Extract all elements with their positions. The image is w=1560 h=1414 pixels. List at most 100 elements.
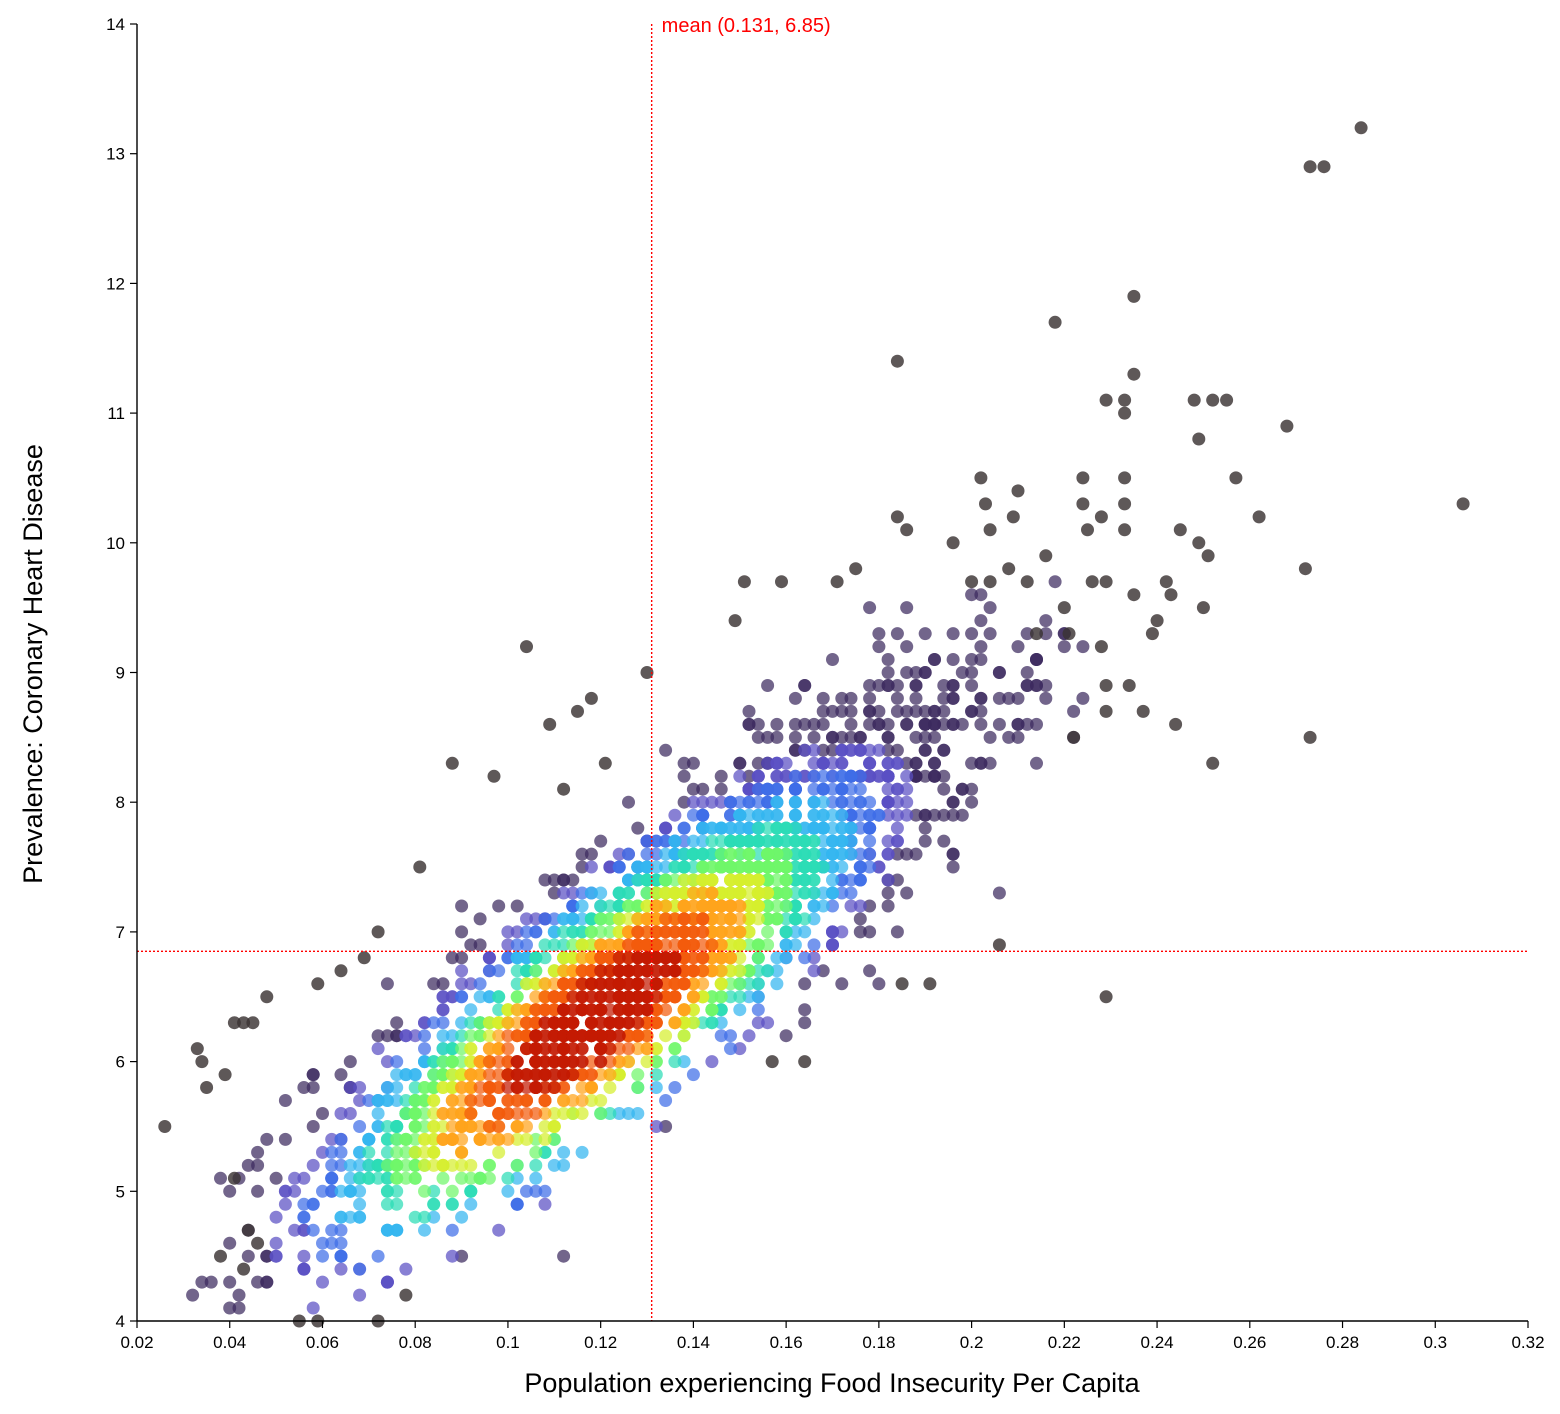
- data-point: [844, 886, 858, 900]
- data-point: [807, 795, 821, 809]
- data-point: [1099, 393, 1113, 407]
- data-point: [835, 834, 849, 848]
- data-point: [418, 1210, 431, 1224]
- data-point: [603, 899, 617, 913]
- data-point: [1057, 601, 1071, 615]
- data-point: [510, 1003, 524, 1017]
- data-point: [714, 938, 728, 952]
- data-point: [575, 1068, 589, 1082]
- data-point: [751, 912, 765, 926]
- data-point: [538, 1094, 552, 1107]
- data-point: [237, 1262, 251, 1276]
- data-point: [1122, 679, 1136, 692]
- data-point: [696, 821, 710, 835]
- data-point: [288, 1223, 302, 1237]
- data-point: [705, 938, 719, 952]
- data-point: [547, 964, 561, 978]
- data-point: [380, 1223, 394, 1237]
- data-point: [816, 860, 830, 874]
- data-point: [566, 1055, 580, 1069]
- data-point: [909, 756, 923, 770]
- data-point: [353, 1197, 367, 1211]
- data-point: [482, 1042, 496, 1056]
- data-point: [612, 860, 626, 874]
- data-point: [1057, 640, 1071, 654]
- data-point: [427, 977, 441, 991]
- data-point: [371, 1158, 385, 1172]
- data-point: [677, 756, 691, 770]
- data-point: [1118, 393, 1132, 407]
- data-point: [881, 717, 895, 731]
- data-point: [835, 795, 849, 809]
- data-point: [455, 1171, 469, 1185]
- data-point: [761, 821, 775, 835]
- data-point: [1164, 588, 1178, 602]
- data-point: [306, 1301, 320, 1315]
- data-point: [584, 1016, 598, 1030]
- data-point: [1020, 717, 1034, 731]
- data-point: [631, 1003, 645, 1017]
- data-point: [733, 860, 747, 874]
- data-point: [714, 821, 728, 835]
- data-point: [353, 1184, 367, 1198]
- x-axis-title: Population experiencing Food Insecurity …: [524, 1368, 1140, 1398]
- data-point: [835, 821, 849, 835]
- data-point: [584, 912, 598, 926]
- data-point: [705, 1055, 719, 1069]
- data-point: [510, 1120, 524, 1133]
- data-point: [686, 912, 700, 926]
- data-point: [631, 951, 645, 965]
- data-point: [371, 1094, 385, 1107]
- data-point: [538, 1107, 552, 1120]
- data-point: [510, 990, 524, 1004]
- data-point: [334, 1158, 348, 1172]
- data-point: [538, 1068, 552, 1082]
- data-point: [306, 1120, 320, 1133]
- data-point: [594, 1003, 608, 1017]
- data-point: [890, 847, 904, 861]
- data-point: [1039, 614, 1053, 628]
- data-point: [622, 938, 635, 952]
- data-point: [659, 1003, 673, 1017]
- data-point: [557, 1094, 571, 1107]
- data-point: [612, 847, 626, 861]
- data-point: [770, 730, 784, 744]
- data-point: [464, 977, 478, 991]
- data-point: [557, 912, 571, 926]
- data-point: [529, 912, 543, 926]
- data-point: [779, 1029, 793, 1043]
- data-point: [890, 925, 904, 939]
- data-point: [612, 886, 626, 900]
- data-point: [983, 730, 997, 744]
- data-point: [798, 717, 812, 731]
- data-point: [640, 886, 654, 900]
- data-point: [677, 1003, 691, 1017]
- data-point: [788, 717, 802, 731]
- data-point: [974, 691, 988, 705]
- data-point: [640, 847, 654, 861]
- data-point: [566, 964, 580, 978]
- data-point: [575, 1042, 589, 1056]
- data-point: [1150, 614, 1164, 628]
- data-point: [863, 743, 877, 757]
- data-point: [946, 717, 960, 731]
- data-point: [742, 847, 756, 861]
- data-point: [881, 730, 895, 744]
- data-point: [547, 1042, 561, 1056]
- data-point: [455, 951, 469, 965]
- y-tick-label: 10: [106, 534, 125, 553]
- data-point: [297, 1081, 311, 1094]
- data-point: [584, 1094, 598, 1107]
- data-point: [890, 795, 904, 809]
- data-point: [826, 873, 839, 887]
- data-point: [510, 1081, 524, 1094]
- data-point: [807, 808, 821, 822]
- data-point: [325, 1132, 339, 1146]
- data-point: [427, 1094, 441, 1107]
- data-point: [501, 1042, 515, 1056]
- data-point: [547, 1158, 561, 1172]
- data-point: [714, 860, 728, 874]
- data-point: [788, 795, 802, 809]
- data-point: [640, 990, 654, 1004]
- data-point: [594, 925, 608, 939]
